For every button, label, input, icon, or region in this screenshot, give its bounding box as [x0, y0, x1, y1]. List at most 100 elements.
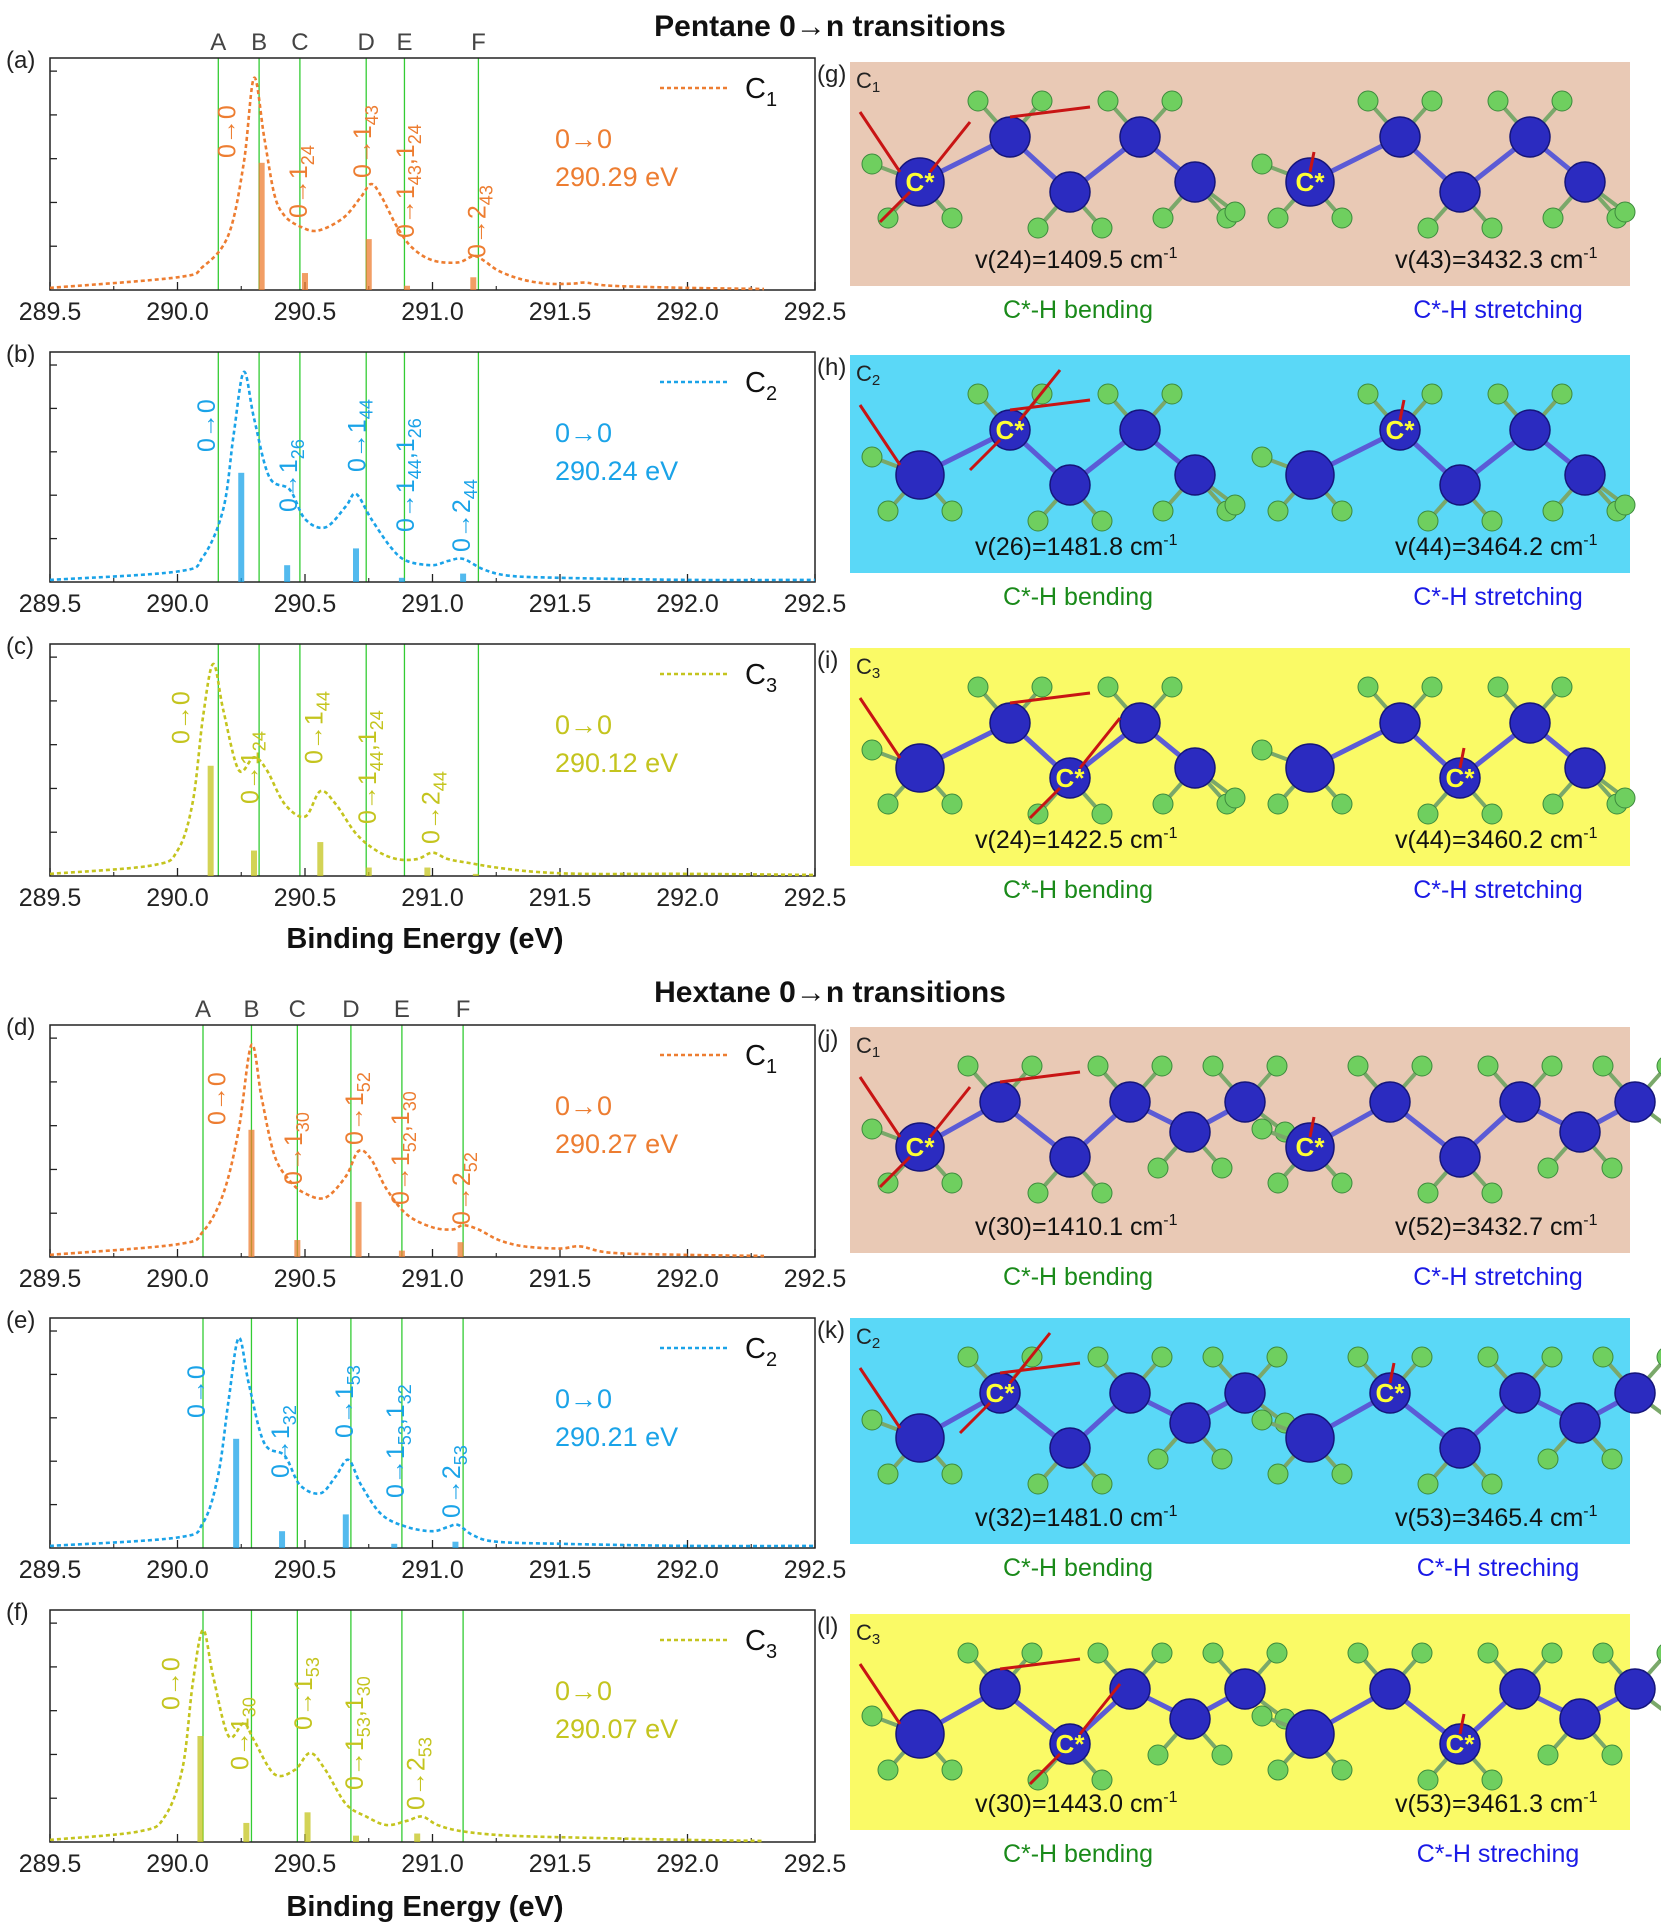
bending-label: C*-H bending: [1003, 1554, 1153, 1582]
carbon-atom: [1285, 1413, 1335, 1463]
hydrogen-atom: [1417, 510, 1439, 532]
hydrogen-atom: [877, 1172, 899, 1194]
carbon-atom: [1439, 464, 1481, 506]
hydrogen-atom: [1417, 1182, 1439, 1204]
hydrogen-atom: [1151, 1346, 1173, 1368]
hydrogen-atom: [1541, 1642, 1563, 1664]
carbon-atom: [1049, 171, 1091, 213]
displacement-arrow: [999, 1070, 1081, 1084]
x-tick-label: 290.5: [274, 298, 337, 326]
displacement-arrow: [968, 438, 1002, 472]
hydrogen-atom: [1487, 90, 1509, 112]
stretching-label: C*-H stretching: [1413, 583, 1583, 611]
spectrum-b: (b) 289.5 290.0 290.5 291.0 291.5 292.0 292.5 C2…: [6, 341, 846, 618]
peak-annotation-label: 0→0: [555, 1384, 612, 1414]
hydrogen-atom: [1537, 1744, 1559, 1766]
hydrogen-atom: [1551, 383, 1573, 405]
displacement-arrow: [1458, 747, 1466, 769]
spectrum-curve: [49, 662, 816, 877]
hydrogen-atom: [1251, 153, 1273, 175]
stick-bar: [365, 239, 372, 290]
transition-label: 0→0: [158, 1657, 186, 1710]
transition-label: 0→143: [349, 105, 382, 178]
hydrogen-atom: [1481, 510, 1503, 532]
x-tick-label: 289.5: [19, 1265, 82, 1293]
carbon-atom: [1614, 1668, 1656, 1710]
x-tick-label: 291.5: [529, 1265, 592, 1293]
mode-panel-k: (k) C2C* C*v(32)=1481.0 cm-1 v(53)=3465.4 c…: [817, 1317, 1661, 1582]
carbon-atom: [1509, 409, 1551, 451]
carbon-atom: [1285, 743, 1335, 793]
stick-bar: [294, 1240, 301, 1257]
x-tick-label: 292.5: [784, 590, 847, 618]
stick-bar: [457, 1242, 464, 1257]
hydrogen-atom: [1481, 803, 1503, 825]
transition-label: 0→144: [300, 691, 333, 764]
hydrogen-atom: [1251, 446, 1273, 468]
carbon-atom: [895, 743, 945, 793]
displacement-arrow: [1078, 1683, 1122, 1735]
hydrogen-atom: [1331, 500, 1353, 522]
x-tick-label: 292.5: [784, 884, 847, 912]
transition-label: 0→153,130: [341, 1676, 374, 1790]
hydrogen-atom: [1097, 676, 1119, 698]
mode-panel-background: [850, 1614, 1630, 1830]
hydrogen-atom: [877, 500, 899, 522]
hydrogen-atom: [877, 1463, 899, 1485]
right-mode-frequency: v(52)=3432.7 cm-1: [1395, 1212, 1598, 1241]
stretching-label: C*-H stretching: [1413, 876, 1583, 904]
stick-bar: [414, 1833, 421, 1842]
right-mode-frequency: v(53)=3461.3 cm-1: [1395, 1789, 1598, 1818]
x-tick-label: 291.0: [401, 1556, 464, 1584]
hydrogen-atom: [1027, 1769, 1049, 1791]
hydrogen-atom: [1411, 1055, 1433, 1077]
hydrogen-atom: [1477, 1055, 1499, 1077]
peak-energy: 290.21 eV: [555, 1422, 678, 1452]
hydrogen-atom: [1331, 1759, 1353, 1781]
hydrogen-atom: [1481, 217, 1503, 239]
panel-label: (l): [817, 1613, 838, 1640]
carbon-atom: [1439, 171, 1481, 213]
hydrogen-atom: [967, 383, 989, 405]
hydrogen-atom: [1614, 201, 1636, 223]
stick-bar: [302, 273, 308, 290]
hydrogen-atom: [1267, 500, 1289, 522]
displacement-arrow: [1078, 717, 1122, 769]
carbon-atom: [1174, 161, 1216, 203]
carbon-atom: [979, 1081, 1021, 1123]
hydrogen-atom: [1551, 90, 1573, 112]
x-tick-label: 291.5: [529, 1850, 592, 1878]
guide-letter: E: [396, 29, 412, 56]
spectrum-curve: [49, 370, 816, 582]
hydrogen-atom: [1267, 1759, 1289, 1781]
panel-label: (h): [817, 354, 846, 381]
x-tick-label: 291.0: [401, 1850, 464, 1878]
transition-label: 0→0: [203, 1072, 231, 1125]
guide-letter: B: [251, 29, 267, 56]
hydrogen-atom: [1266, 1055, 1288, 1077]
transition-label: 0→130: [226, 1697, 259, 1770]
guide-letter: A: [210, 29, 226, 56]
hydrogen-atom: [1091, 217, 1113, 239]
hydrogen-atom: [1347, 1642, 1369, 1664]
left-mode-frequency: v(30)=1410.1 cm-1: [975, 1212, 1178, 1241]
hydrogen-atom: [1417, 803, 1439, 825]
transition-label: 0→126: [275, 439, 308, 512]
carbon-atom: [1439, 1723, 1481, 1765]
displacement-arrow: [1028, 1752, 1062, 1786]
panel-label: (c): [6, 633, 34, 660]
stick-bar: [355, 1201, 362, 1257]
hydrogen-atom: [1477, 1642, 1499, 1664]
hydrogen-atom: [1537, 1157, 1559, 1179]
hydrogen-atom: [1592, 1346, 1614, 1368]
carbon-atom: [1369, 1668, 1411, 1710]
guide-letter: D: [342, 996, 359, 1023]
displacement-arrow: [858, 1367, 902, 1429]
hydrogen-atom: [877, 207, 899, 229]
carbon-atom: [895, 450, 945, 500]
peak-annotation-label: 0→0: [555, 1091, 612, 1121]
carbon-atom: [1049, 464, 1091, 506]
peak-annotation-label: 0→0: [555, 710, 612, 740]
hydrogen-atom: [1477, 1346, 1499, 1368]
legend-label: C2: [745, 367, 777, 405]
